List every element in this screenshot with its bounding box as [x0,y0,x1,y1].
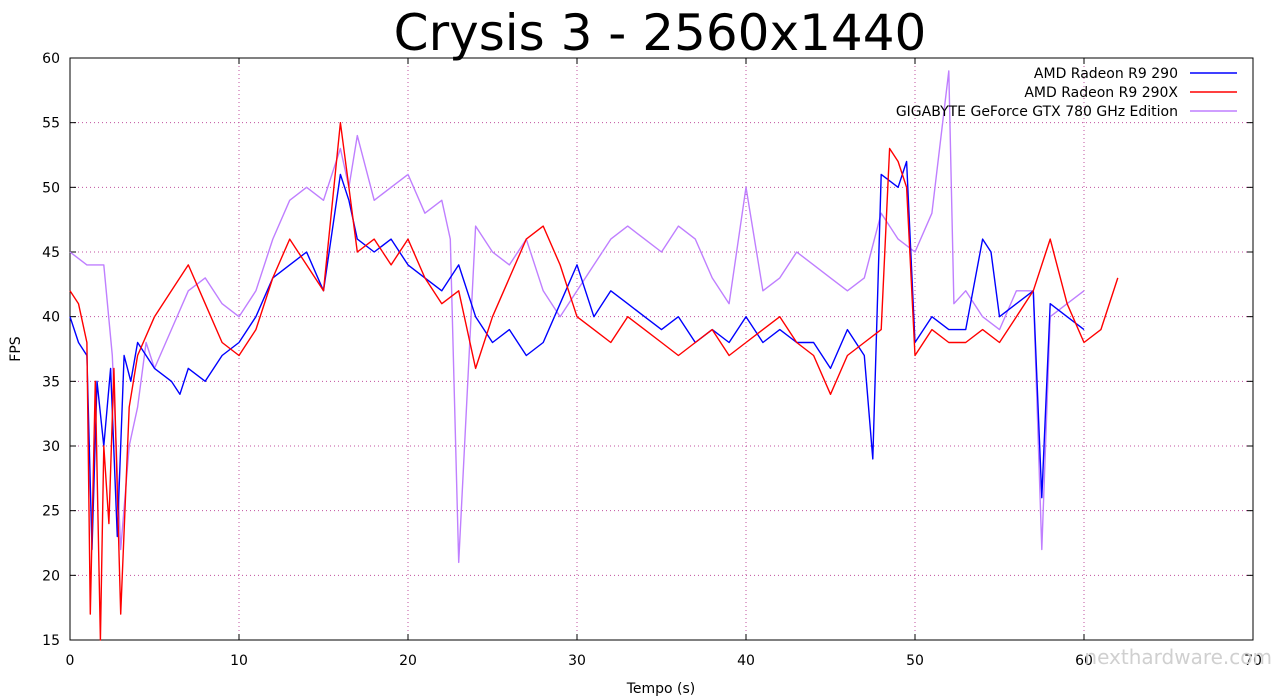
y-tick-label: 50 [42,180,60,196]
y-tick-label: 15 [42,633,60,649]
x-tick-label: 0 [66,653,75,669]
y-tick-label: 20 [42,568,60,584]
legend: AMD Radeon R9 290 AMD Radeon R9 290X GIGAB… [896,66,1237,120]
plot-frame [69,57,1254,641]
y-tick-label: 60 [42,51,60,67]
x-axis-label: Tempo (s) [626,681,696,697]
watermark-text: nexthardware.com [1084,645,1272,669]
series-line-3 [69,70,1085,564]
x-tick-label: 20 [399,653,417,669]
y-tick-label: 25 [42,504,60,520]
series-line-2 [69,121,1119,641]
chart-title: Crysis 3 - 2560x1440 [394,4,927,62]
x-tick-label: 70 [1244,653,1262,669]
y-tick-label: 35 [42,374,60,390]
y-tick-label: 55 [42,116,60,132]
series-line-1 [69,160,1085,551]
x-tick-label: 50 [906,653,924,669]
legend-label: AMD Radeon R9 290 [1034,66,1178,82]
y-tick-label: 40 [42,310,60,326]
y-axis-label: FPS [8,336,24,361]
x-tick-label: 10 [230,653,248,669]
y-axis-ticks: 15 20 25 30 35 40 45 50 55 60 [42,51,1253,649]
grid-lines [70,58,1253,640]
x-tick-label: 60 [1075,653,1093,669]
legend-label: AMD Radeon R9 290X [1024,85,1178,101]
x-tick-label: 40 [737,653,755,669]
legend-label: GIGABYTE GeForce GTX 780 GHz Edition [896,104,1178,120]
x-tick-label: 30 [568,653,586,669]
series-lines [69,70,1119,641]
y-tick-label: 30 [42,439,60,455]
x-axis-ticks: 0 10 20 30 40 50 60 70 [66,58,1262,669]
y-tick-label: 45 [42,245,60,261]
